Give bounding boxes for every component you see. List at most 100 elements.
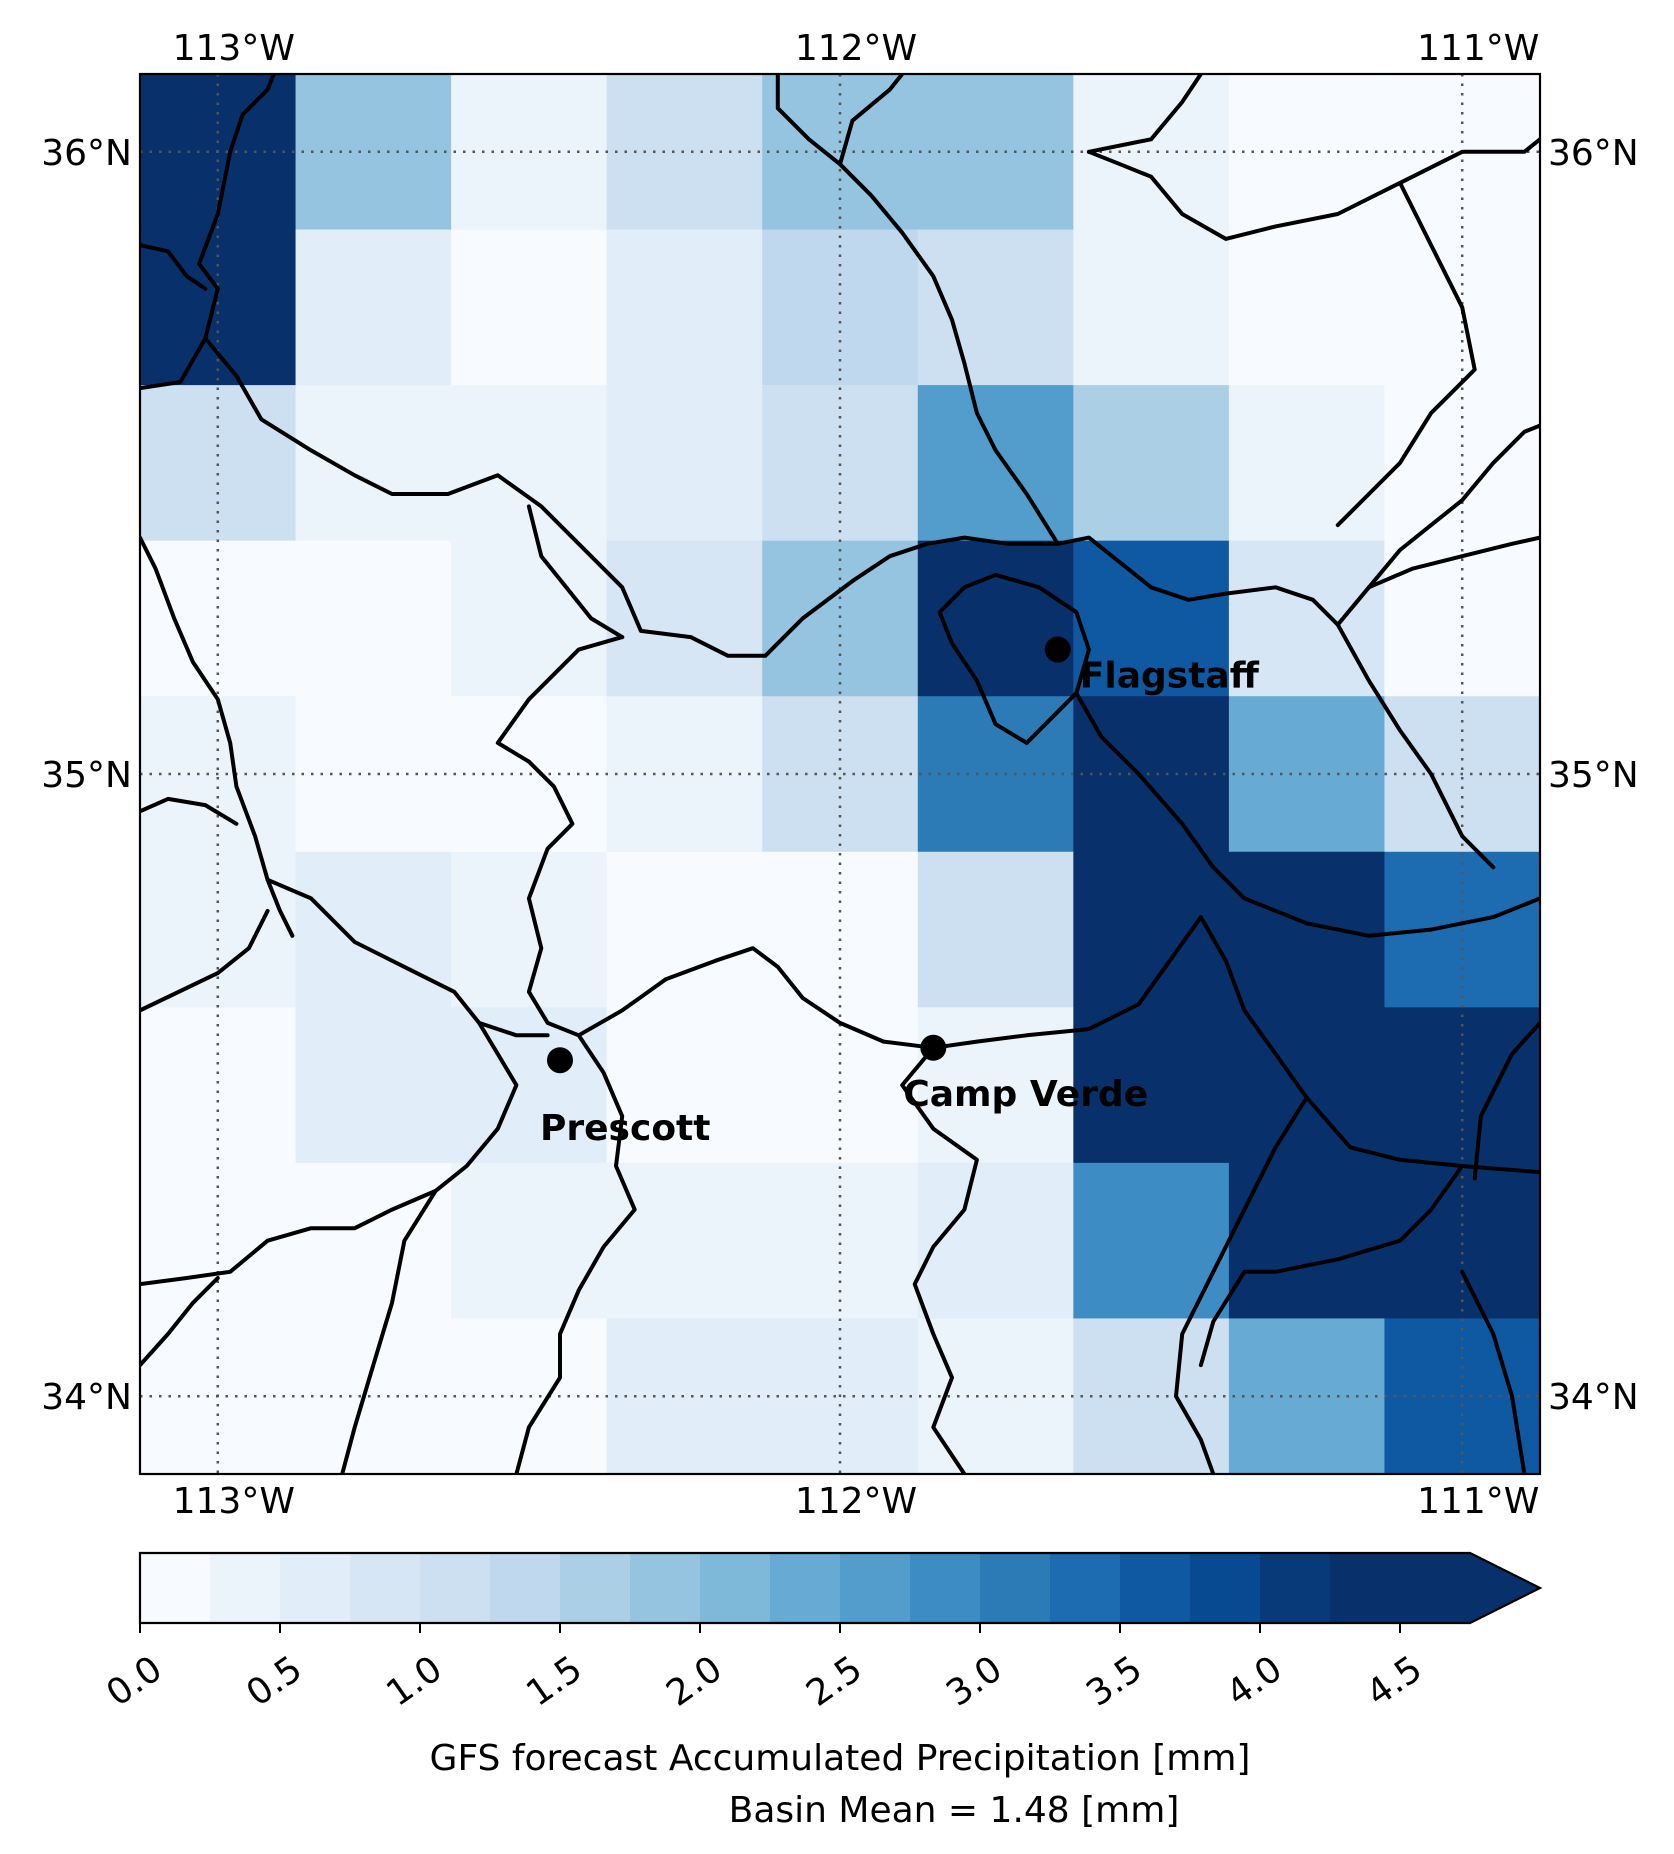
grid-cell: [606, 1162, 763, 1320]
lon-tick-label-top: 113°W: [173, 28, 295, 69]
basin-boundary-line: [1460, 1269, 1527, 1474]
basin-boundary-line: [140, 535, 295, 938]
grid-cell: [451, 385, 608, 542]
colorbar-bin: [140, 1553, 211, 1623]
grid-cell: [1073, 851, 1230, 1008]
colorbar-tick-label: 0.5: [239, 1648, 309, 1714]
grid-cell: [606, 851, 763, 1008]
colorbar-tick-label: 1.0: [379, 1648, 449, 1714]
grid-cell: [917, 1162, 1074, 1320]
basin-boundary-line: [140, 1020, 519, 1287]
basin-boundaries: [140, 74, 1540, 1474]
grid-cell: [1228, 696, 1386, 853]
grid-cell: [140, 385, 297, 542]
grid-cell: [917, 229, 1074, 386]
basin-boundary-line: [140, 796, 239, 826]
lat-tick-label-right: 36°N: [1548, 133, 1639, 174]
grid-cell: [1228, 229, 1386, 386]
city-markers: Flagstaff Camp Verde Prescott: [540, 636, 1260, 1149]
grid-cell: [606, 74, 763, 231]
grid-cell: [295, 851, 452, 1008]
grid-cell: [1073, 696, 1230, 853]
colorbar-tick-label: 2.5: [799, 1648, 869, 1714]
colorbar-bin: [910, 1553, 981, 1623]
colorbar-outline: [138, 1551, 1543, 1625]
basin-boundary-line: [1335, 180, 1477, 528]
basin-boundary-line: [526, 504, 625, 640]
colorbar-tick-label: 4.0: [1219, 1648, 1289, 1714]
grid-cell: [451, 74, 608, 231]
basin-boundary-line: [514, 1033, 637, 1474]
basin-boundary-line: [900, 1045, 979, 1474]
grid-cell: [606, 385, 763, 542]
grid-cell: [295, 385, 452, 542]
city-marker: [920, 1034, 947, 1061]
lon-tick-label-bottom: 112°W: [795, 1481, 917, 1522]
grid-cell: [451, 696, 608, 853]
basin-boundary-line: [1074, 691, 1540, 938]
basin-boundary-line: [140, 1276, 220, 1368]
grid-cell: [762, 696, 919, 853]
map-tick-labels: 113°W 113°W 112°W 112°W 111°W 111°W 36°N 36°N 35…: [41, 28, 1639, 1522]
grid-cell: [140, 540, 297, 697]
map-frame: [138, 72, 1542, 1476]
grid-cell: [762, 229, 919, 386]
lon-tick-label-bottom: 113°W: [173, 1481, 295, 1522]
grid-cell: [295, 1318, 452, 1474]
grid-cell: [1228, 1162, 1386, 1320]
lat-tick-label-right: 34°N: [1548, 1377, 1639, 1418]
colorbar-bin: [980, 1553, 1051, 1623]
colorbar-bin: [1050, 1553, 1121, 1623]
grid-cell: [1073, 385, 1230, 542]
colorbar-bin: [490, 1553, 561, 1623]
colorbar-bin: [630, 1553, 701, 1623]
basin-boundary-line: [1086, 74, 1203, 154]
basin-boundary-line: [140, 74, 276, 391]
colorbar-bin: [1120, 1553, 1191, 1623]
colorbar-bin: [210, 1553, 281, 1623]
grid-cell: [762, 1162, 919, 1320]
lat-tick-label-left: 34°N: [41, 1377, 132, 1418]
basin-boundary-line: [576, 946, 936, 1050]
grid-cell: [606, 1318, 763, 1474]
grid-cell: [606, 696, 763, 853]
grid-cell: [1384, 1162, 1540, 1320]
grid-cell: [1384, 1007, 1540, 1164]
grid-cell: [295, 540, 452, 697]
colorbar-bin: [560, 1553, 631, 1623]
colorbar-tick-label: 4.5: [1359, 1648, 1429, 1714]
city-marker: [547, 1047, 573, 1074]
colorbar-tick-label: 0.0: [99, 1648, 169, 1714]
grid-cell: [451, 851, 608, 1008]
colorbar: 0.0 0.5 1.0 1.5 2.0 2.5 3.0 3.5 4.0 4.5: [99, 1551, 1543, 1715]
grid-cell: [1073, 229, 1230, 386]
grid-cell: [762, 1007, 919, 1164]
grid-cell: [606, 229, 763, 386]
basin-boundary-line: [1174, 1095, 1309, 1474]
basin-boundary-line: [937, 572, 1091, 745]
basin-boundary-line: [495, 635, 625, 1038]
grid-cell: [1228, 1007, 1386, 1164]
grid-cell: [451, 1318, 608, 1474]
grid-cell: [295, 696, 452, 853]
grid-cell: [762, 385, 919, 542]
basin-boundary-line: [140, 908, 270, 1013]
city-label: Prescott: [540, 1108, 710, 1149]
colorbar-label: GFS forecast Accumulated Precipitation […: [430, 1738, 1251, 1779]
grid-cell: [451, 540, 608, 697]
lat-tick-label-left: 36°N: [41, 133, 132, 174]
grid-cell: [1228, 851, 1386, 1008]
basin-boundary-line: [203, 336, 1340, 658]
basin-boundary-line: [140, 243, 208, 291]
grid-cell: [295, 74, 452, 231]
colorbar-bin: [1190, 1553, 1261, 1623]
grid-cell: [451, 1162, 608, 1320]
city-marker: [1044, 636, 1071, 663]
basin-boundary-line: [1242, 1164, 1465, 1274]
colorbar-tick-label: 2.0: [659, 1648, 729, 1714]
grid-cell: [295, 1162, 452, 1320]
colorbar-bin: [1400, 1553, 1471, 1623]
grid-cell: [1073, 1007, 1230, 1164]
grid-cell: [140, 1007, 297, 1164]
